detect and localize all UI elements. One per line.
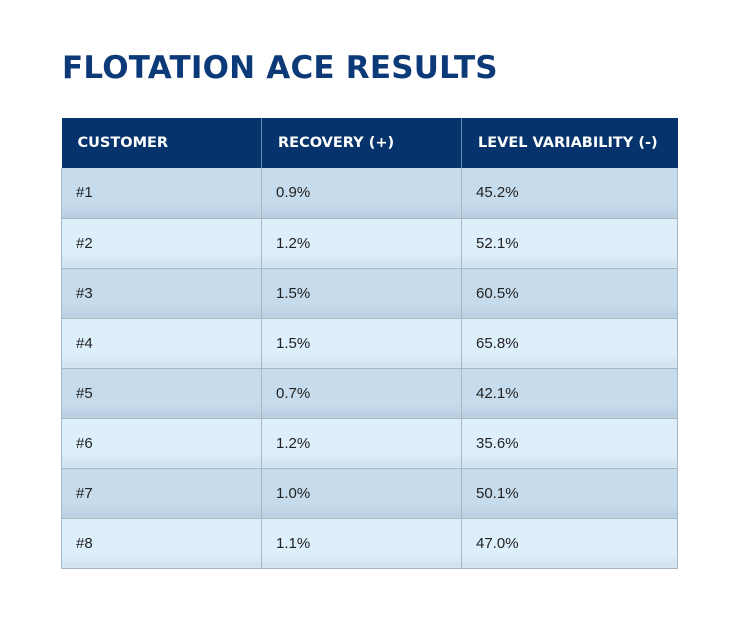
recovery-cell: 1.5%: [261, 318, 462, 369]
recovery-cell: 1.1%: [261, 518, 462, 569]
customer-cell: #1: [61, 168, 262, 219]
recovery-cell: 1.2%: [261, 218, 462, 269]
customer-cell: #7: [61, 468, 262, 519]
customer-cell: #2: [61, 218, 262, 269]
table-row: #7 1.0% 50.1%: [61, 468, 678, 519]
customer-cell: #5: [61, 368, 262, 419]
table-row: #1 0.9% 45.2%: [61, 168, 678, 219]
table-row: #8 1.1% 47.0%: [61, 518, 678, 569]
level-variability-cell: 42.1%: [461, 368, 678, 419]
header-customer: CUSTOMER: [61, 118, 262, 168]
customer-cell: #8: [61, 518, 262, 569]
table-row: #5 0.7% 42.1%: [61, 368, 678, 419]
page-title: FLOTATION ACE RESULTS: [62, 50, 498, 86]
recovery-cell: 1.5%: [261, 268, 462, 319]
level-variability-cell: 60.5%: [461, 268, 678, 319]
recovery-cell: 1.2%: [261, 418, 462, 469]
table-row: #4 1.5% 65.8%: [61, 318, 678, 369]
level-variability-cell: 65.8%: [461, 318, 678, 369]
customer-cell: #3: [61, 268, 262, 319]
level-variability-cell: 52.1%: [461, 218, 678, 269]
table-row: #6 1.2% 35.6%: [61, 418, 678, 469]
recovery-cell: 1.0%: [261, 468, 462, 519]
level-variability-cell: 50.1%: [461, 468, 678, 519]
level-variability-cell: 45.2%: [461, 168, 678, 219]
table-row: #2 1.2% 52.1%: [61, 218, 678, 269]
customer-cell: #4: [61, 318, 262, 369]
recovery-cell: 0.7%: [261, 368, 462, 419]
table-header-row: CUSTOMER RECOVERY (+) LEVEL VARIABILITY …: [61, 118, 678, 168]
header-level-variability: LEVEL VARIABILITY (-): [461, 118, 678, 168]
customer-cell: #6: [61, 418, 262, 469]
results-table: CUSTOMER RECOVERY (+) LEVEL VARIABILITY …: [61, 118, 678, 569]
recovery-cell: 0.9%: [261, 168, 462, 219]
level-variability-cell: 35.6%: [461, 418, 678, 469]
table-row: #3 1.5% 60.5%: [61, 268, 678, 319]
header-recovery: RECOVERY (+): [261, 118, 462, 168]
level-variability-cell: 47.0%: [461, 518, 678, 569]
